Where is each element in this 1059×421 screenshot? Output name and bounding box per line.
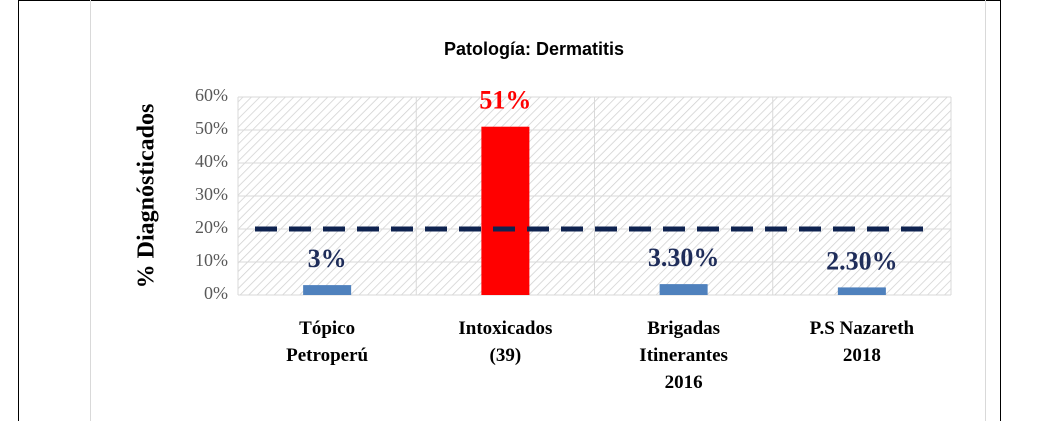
- x-tick-label: Brigadas Itinerantes 2016: [639, 318, 728, 393]
- y-tick-label: 30%: [195, 184, 228, 204]
- bar: [481, 126, 530, 295]
- bar: [837, 287, 886, 295]
- data-label: 2.30%: [826, 246, 898, 275]
- y-tick-label: 40%: [195, 151, 228, 171]
- bar: [659, 284, 708, 295]
- x-tick-label: Intoxicados (39): [458, 318, 552, 366]
- y-tick-label: 10%: [195, 250, 228, 270]
- y-tick-label: 50%: [195, 118, 228, 138]
- data-label: 3.30%: [648, 243, 720, 272]
- data-label: 51%: [479, 86, 531, 115]
- x-tick-label: P.S Nazareth 2018: [810, 318, 915, 366]
- data-label: 3%: [308, 244, 347, 273]
- y-axis-label: % Diagnósticados: [134, 104, 160, 289]
- y-tick-label: 20%: [195, 217, 228, 237]
- y-tick-label: 60%: [195, 85, 228, 105]
- y-tick-label: 0%: [204, 283, 228, 303]
- x-tick-label: Tópico Petroperú: [286, 318, 368, 366]
- chart-title: Patología: Dermatitis: [444, 39, 624, 59]
- bar: [303, 285, 352, 295]
